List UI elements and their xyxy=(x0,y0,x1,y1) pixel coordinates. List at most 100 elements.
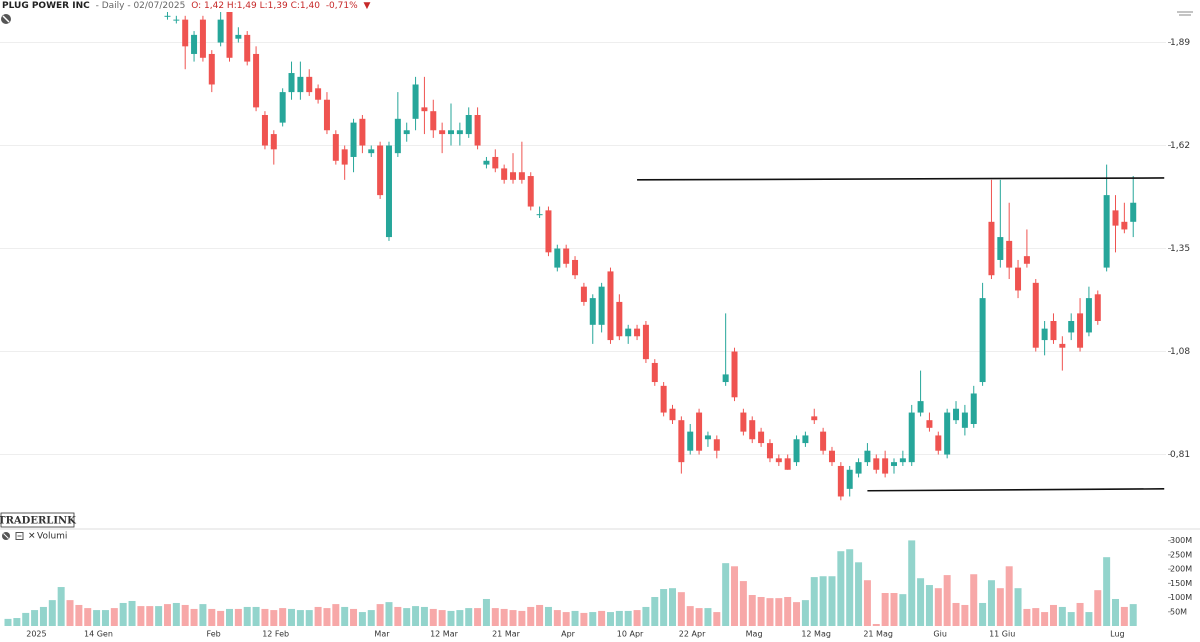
candle-body xyxy=(651,362,658,383)
candle-body xyxy=(696,412,703,451)
menu-icon[interactable] xyxy=(1177,11,1193,16)
candle-body xyxy=(279,92,286,123)
volume-bar xyxy=(509,610,517,626)
candle-body xyxy=(323,99,330,131)
candle-body xyxy=(953,408,960,421)
volume-bar xyxy=(429,608,437,626)
volume-bar xyxy=(686,606,694,626)
volume-bar xyxy=(208,608,216,626)
volume-bar xyxy=(279,608,287,626)
close-icon[interactable]: ✕ xyxy=(28,532,36,542)
trend-line xyxy=(637,177,1165,181)
candle-body xyxy=(572,259,579,276)
volume-bar xyxy=(22,612,30,626)
y-tick-label: 1,62 xyxy=(1170,141,1190,151)
candle-body xyxy=(828,450,835,463)
volume-bar xyxy=(474,608,482,626)
candle-body xyxy=(704,435,711,440)
volume-bar xyxy=(934,588,942,626)
volume-bar xyxy=(1032,608,1040,626)
candle-body xyxy=(235,34,242,39)
volume-bar xyxy=(48,600,56,626)
volume-bar xyxy=(1120,606,1128,626)
price-panel xyxy=(0,12,1166,501)
volume-bar xyxy=(226,608,233,626)
candle-body xyxy=(483,160,490,165)
candle-body xyxy=(758,431,765,444)
volume-bar xyxy=(66,600,74,626)
volume-bar xyxy=(172,602,180,626)
volume-bar xyxy=(199,604,207,626)
volume-bar xyxy=(243,606,251,626)
volume-bar xyxy=(562,612,570,626)
y-tick-label: 1,08 xyxy=(1170,347,1190,357)
volume-bar xyxy=(695,608,703,626)
volume-bar xyxy=(917,578,925,626)
volume-bar xyxy=(403,608,411,626)
candle-body xyxy=(545,210,552,253)
volume-bar xyxy=(624,610,632,626)
volume-bar xyxy=(1005,566,1013,626)
candle-body xyxy=(607,271,614,341)
volume-bar xyxy=(615,610,623,626)
watermark-box xyxy=(0,512,75,528)
candle-body xyxy=(368,149,375,154)
candle-body xyxy=(740,412,747,432)
volume-bar xyxy=(952,602,960,626)
x-tick-label: 12 Mag xyxy=(801,630,831,639)
candle-body xyxy=(412,84,419,119)
volume-bar xyxy=(385,602,393,626)
trend-line xyxy=(867,488,1165,492)
volume-bar xyxy=(261,608,269,626)
volume-bar xyxy=(775,598,783,626)
candle-body xyxy=(288,73,295,93)
volume-bar xyxy=(970,574,978,626)
volume-bar xyxy=(766,598,774,626)
candle-body xyxy=(430,111,437,131)
volume-bar xyxy=(828,576,836,626)
candle-body xyxy=(580,286,587,302)
ohlc-text: O: 1,42 H:1,49 L:1,39 C:1,40 xyxy=(191,1,320,11)
volume-bar xyxy=(350,608,358,626)
volume-tick-label: 250M xyxy=(1170,550,1192,559)
volume-label: Volumi xyxy=(37,532,67,542)
volume-bar xyxy=(482,598,490,626)
volume-panel xyxy=(4,540,1137,626)
volume-bar xyxy=(837,551,845,626)
candle-body xyxy=(1050,321,1057,341)
settings-icon[interactable] xyxy=(1,14,11,24)
y-tick-label: 1,89 xyxy=(1170,38,1190,48)
volume-bar xyxy=(580,612,588,626)
candle-body xyxy=(191,34,198,54)
x-tick-label: 21 Mar xyxy=(492,630,521,639)
candle-body xyxy=(713,439,720,451)
candle-body xyxy=(1032,282,1039,348)
volume-bar xyxy=(961,604,969,626)
volume-bar xyxy=(341,606,349,626)
candle-body xyxy=(297,76,304,93)
volume-bar xyxy=(748,595,756,626)
candle-body xyxy=(1077,313,1084,348)
x-tick-label: 11 Giu xyxy=(989,630,1015,639)
volume-bar xyxy=(739,581,747,626)
candle-body xyxy=(722,374,729,383)
candle-body xyxy=(988,221,995,276)
candle-body xyxy=(864,450,871,463)
candle-body xyxy=(1121,221,1128,230)
volume-bar xyxy=(642,606,650,626)
volume-bar xyxy=(4,618,12,626)
volume-bar xyxy=(527,606,535,626)
candle-body xyxy=(306,76,313,93)
volume-bar xyxy=(1094,590,1102,626)
collapse-icon[interactable] xyxy=(15,532,24,540)
volume-bar xyxy=(31,610,39,626)
volume-tick-label: 150M xyxy=(1170,579,1192,588)
candle-body xyxy=(315,88,322,100)
volume-bar xyxy=(128,600,136,626)
candle-body xyxy=(510,172,517,180)
candle-body xyxy=(669,408,676,421)
volume-bar xyxy=(137,606,145,626)
volume-bar xyxy=(633,610,641,626)
candle-body xyxy=(350,122,357,157)
volume-bar xyxy=(606,612,614,626)
